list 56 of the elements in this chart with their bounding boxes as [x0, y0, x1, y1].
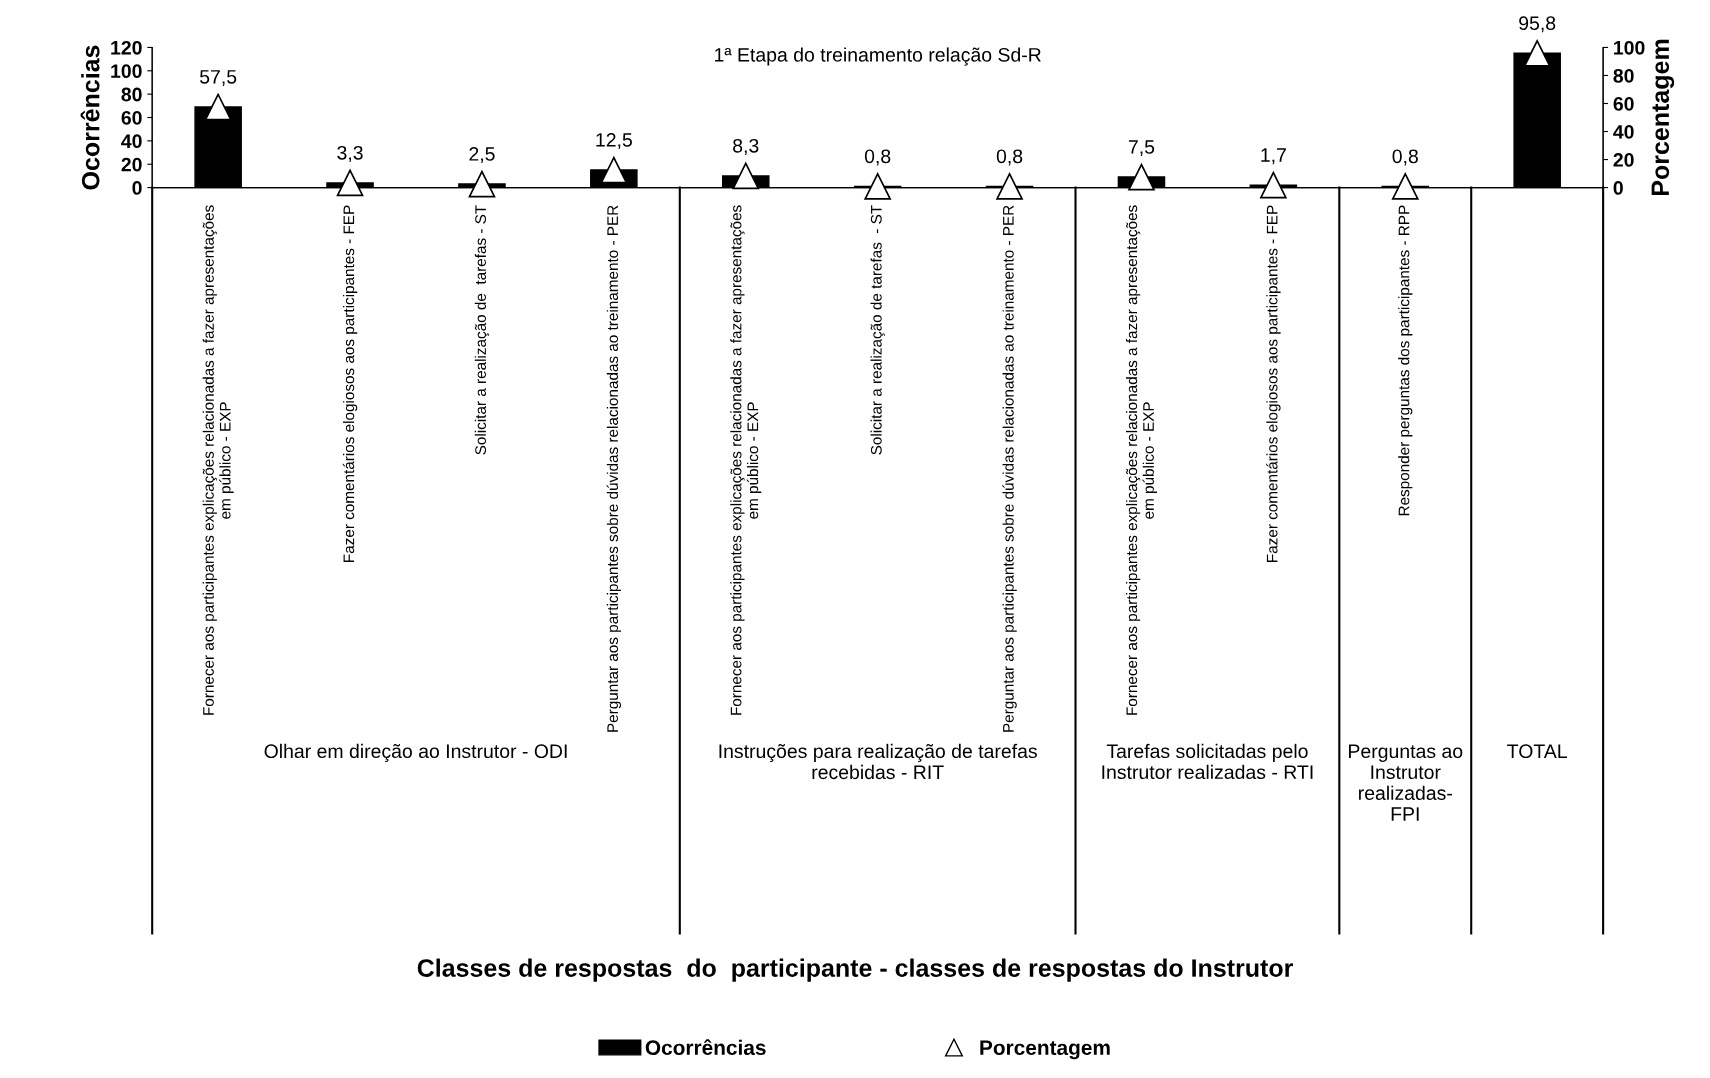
- point: [864, 173, 891, 200]
- data-label: 3,3: [337, 145, 363, 162]
- y-tick-label: 80: [121, 87, 142, 102]
- y2-tick-label: 60: [1613, 96, 1634, 111]
- y2-tick-label: 40: [1613, 124, 1634, 139]
- y-tick-label: 40: [121, 134, 142, 149]
- point: [732, 162, 760, 190]
- point: [1260, 171, 1287, 199]
- y-tick-label: 100: [111, 64, 142, 79]
- data-label: 57,5: [200, 70, 237, 86]
- y-tick-label: 60: [121, 110, 142, 125]
- x-tick-label: Responder perguntas dos participantes - RPP: [1398, 205, 1413, 516]
- text: TOTAL: [1507, 744, 1567, 759]
- point: [204, 93, 232, 121]
- data-label: 7,5: [1128, 140, 1155, 157]
- data-label: 1,7: [1261, 148, 1286, 165]
- x-tick-label: Perguntar aos participantes sobre dúvidas relacionadas ao treinamento - PER: [606, 205, 622, 732]
- y-tick-label: 120: [111, 40, 142, 55]
- point: [468, 170, 496, 198]
- text: Tarefas solicitadas pelo Instrutor realizadas - RTI: [1102, 743, 1313, 780]
- x-tick-label: Fazer comentários elogiosos aos participantes - FEP: [1266, 205, 1281, 562]
- text: Instruções para realização de tarefas recebidas - RIT: [719, 743, 1037, 780]
- point: [1128, 163, 1155, 191]
- x-tick-label: Fornecer aos participantes explicações relacionadas a fazer apresentações em público - EXP: [1125, 205, 1157, 715]
- y2-tick-label: 100: [1614, 40, 1645, 55]
- point: [1523, 39, 1551, 67]
- y2-tick-label: 80: [1613, 68, 1634, 83]
- data-label: 8,3: [733, 138, 759, 155]
- legend-label: Ocorrências: [645, 1039, 766, 1056]
- data-label: 0,8: [864, 149, 891, 166]
- x-tick-label: Fornecer aos participantes explicações relacionadas a fazer apresentações em público - EXP: [202, 205, 234, 715]
- x-tick-label: Perguntar aos participantes sobre dúvidas relacionadas ao treinamento - PER: [1002, 205, 1017, 732]
- x-tick-label: Solicitar a realização de tarefas - ST: [474, 205, 490, 455]
- data-label: 0,8: [996, 149, 1023, 166]
- y2-axis-title: Porcentagem: [1651, 39, 1675, 196]
- legend-label: Porcentagem: [980, 1040, 1110, 1060]
- data-label: 0,8: [1392, 149, 1418, 166]
- text: Classes de respostas do participante - classes de respostas do Instrutor: [417, 958, 1294, 982]
- data-label: 2,5: [469, 147, 495, 164]
- data-label: 12,5: [596, 133, 632, 150]
- y2-tick-label: 20: [1613, 153, 1634, 167]
- point: [996, 173, 1023, 200]
- point: [336, 169, 364, 197]
- text: Olhar em direção ao Instrutor - ODI: [264, 743, 567, 763]
- chart-title: 1ª Etapa do treinamento relação Sd-R: [715, 47, 1041, 66]
- x-tick-label: Solicitar a realização de tarefas - ST: [870, 205, 885, 455]
- y-tick-label: 0: [132, 181, 142, 195]
- y-tick-label: 20: [121, 157, 142, 172]
- point: [1391, 173, 1419, 200]
- y2-tick-label: 0: [1613, 181, 1623, 195]
- point: [600, 156, 628, 184]
- x-tick-label: Fazer comentários elogiosos aos participantes - FEP: [342, 205, 358, 562]
- y-axis-title: Ocorrências: [80, 45, 100, 190]
- data-label: 95,8: [1519, 16, 1556, 33]
- x-tick-label: Fornecer aos participantes explicações relacionadas a fazer apresentações em público - EXP: [730, 205, 762, 715]
- text: Perguntas ao Instrutor realizadas- FPI: [1349, 744, 1463, 821]
